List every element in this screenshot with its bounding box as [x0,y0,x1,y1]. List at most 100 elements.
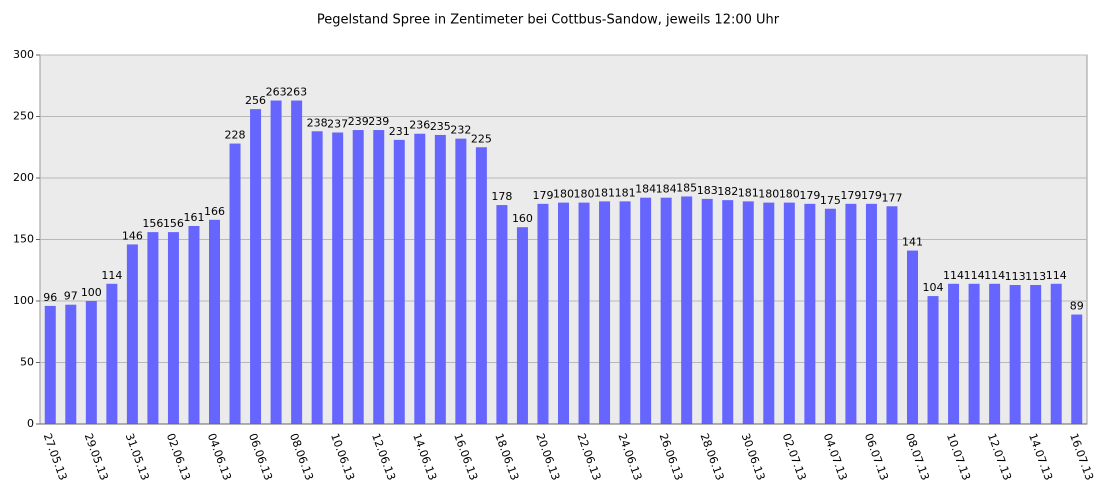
x-tick-label: 22.06.13 [574,432,603,482]
x-tick-label: 26.06.13 [657,432,686,482]
bar [65,304,77,424]
bar [44,305,56,424]
data-label: 89 [1070,300,1084,313]
y-tick-label: 200 [13,171,34,184]
x-tick-label: 18.06.13 [492,432,521,482]
data-label: 184 [656,183,677,196]
bar [599,201,611,424]
data-label: 182 [717,185,738,198]
data-label: 225 [471,132,492,145]
data-label: 181 [738,186,759,199]
x-tick-label: 04.07.13 [821,432,850,482]
data-label: 114 [943,269,964,282]
data-label: 183 [697,184,718,197]
bar [434,134,446,424]
bar [1009,285,1021,424]
bar [783,202,795,424]
data-label: 181 [615,186,636,199]
x-tick-label: 08.07.13 [903,432,932,482]
bar [352,130,364,424]
bar [126,244,138,424]
data-label: 237 [327,117,348,130]
bar [558,202,569,424]
bar [742,201,754,424]
x-tick-label: 06.06.13 [246,432,275,482]
bar [209,219,220,424]
data-label: 238 [307,116,328,129]
bar [291,100,303,424]
bar [681,196,693,424]
x-tick-label: 10.07.13 [944,432,973,482]
data-label: 239 [368,115,389,128]
bar [496,205,508,424]
x-tick-label: 12.06.13 [369,432,398,482]
data-label: 263 [286,86,307,99]
data-label: 166 [204,205,225,218]
data-label: 141 [902,236,923,249]
bar [188,225,200,424]
bar [701,198,713,424]
data-label: 177 [881,191,902,204]
bar [578,202,590,424]
bar [948,283,960,424]
x-tick-label: 14.07.13 [1026,432,1055,482]
bar [1071,314,1083,424]
x-tick-label: 16.07.13 [1067,432,1096,482]
bar [537,203,549,424]
data-label: 231 [389,125,410,138]
data-label: 114 [964,269,985,282]
bar [475,147,487,424]
data-label: 100 [81,286,102,299]
data-label: 179 [840,189,861,202]
data-label: 156 [163,217,184,230]
x-tick-label: 08.06.13 [287,432,316,482]
data-label: 113 [1025,270,1046,283]
bar [968,283,980,424]
bar [147,232,159,424]
data-label: 180 [758,188,779,201]
bar [907,250,918,424]
data-label: 256 [245,94,266,107]
x-tick-label: 24.06.13 [615,432,644,482]
x-tick-label: 20.06.13 [533,432,562,482]
y-tick-label: 100 [13,294,34,307]
x-tick-label: 30.06.13 [739,432,768,482]
x-tick-label: 27.05.13 [41,432,70,482]
data-label: 160 [512,212,533,225]
bar [455,138,467,424]
bar [640,197,652,424]
data-label: 104 [923,281,944,294]
x-tick-label: 14.06.13 [410,432,439,482]
y-tick-label: 300 [13,48,34,61]
data-label: 179 [861,189,882,202]
x-tick-label: 04.06.13 [205,432,234,482]
data-label: 180 [553,188,574,201]
data-label: 178 [491,190,512,203]
bar [824,208,836,424]
bar [167,232,179,424]
bar [229,143,241,424]
data-label: 114 [984,269,1005,282]
data-label: 235 [430,120,451,133]
y-tick-label: 0 [27,417,34,430]
bar [845,203,857,424]
bar [250,109,262,425]
x-tick-label: 02.07.13 [780,432,809,482]
x-tick-label: 29.05.13 [82,432,111,482]
data-label: 185 [676,181,697,194]
data-label: 184 [635,183,656,196]
bar [85,301,97,424]
data-label: 181 [594,186,615,199]
data-label: 236 [409,119,430,132]
bar [393,139,405,424]
x-tick-label: 28.06.13 [698,432,727,482]
data-label: 161 [183,211,204,224]
data-label: 239 [348,115,369,128]
data-label: 263 [266,86,287,99]
y-tick-label: 250 [13,110,34,123]
data-label: 180 [574,188,595,201]
data-label: 97 [64,290,78,303]
bar [332,132,344,425]
bar [106,283,118,424]
